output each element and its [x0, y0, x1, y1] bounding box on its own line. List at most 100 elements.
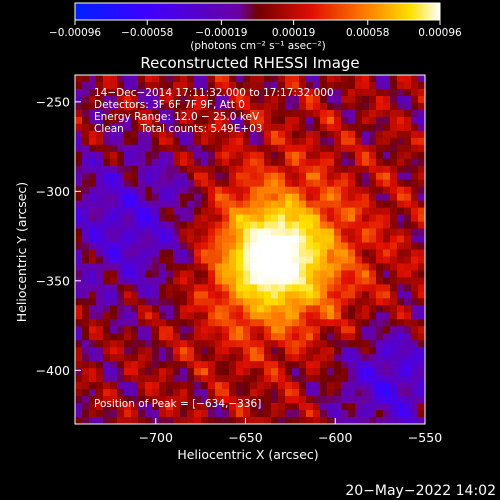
heatmap-cell	[166, 396, 174, 404]
heatmap-cell	[355, 200, 363, 209]
heatmap-cell	[334, 242, 342, 251]
heatmap-cell	[313, 263, 321, 272]
heatmap-cell	[292, 284, 300, 292]
heatmap-cell	[383, 88, 391, 97]
heatmap-cell	[292, 144, 300, 153]
heatmap-cell	[285, 396, 293, 404]
heatmap-cell	[264, 361, 272, 369]
heatmap-cell	[348, 417, 356, 424]
annotations: 14−Dec−2014 17:11:32.000 to 17:17:32.000…	[94, 87, 334, 410]
heatmap-cell	[145, 333, 153, 341]
heatmap-cell	[278, 249, 286, 258]
heatmap-cell	[383, 102, 391, 111]
heatmap-cell	[271, 347, 279, 355]
heatmap-cell	[362, 375, 370, 383]
heatmap-cell	[222, 193, 230, 202]
heatmap-cell	[264, 340, 272, 348]
heatmap-cell	[285, 333, 293, 341]
heatmap-cell	[194, 298, 202, 306]
heatmap-cell	[194, 340, 202, 348]
heatmap-cell	[397, 235, 405, 244]
heatmap-cell	[243, 375, 251, 383]
heatmap-cell	[103, 389, 111, 397]
heatmap-cell	[124, 284, 132, 292]
heatmap-cell	[306, 207, 314, 216]
heatmap-cell	[313, 368, 321, 376]
heatmap-cell	[264, 88, 272, 97]
heatmap-cell	[404, 340, 412, 348]
heatmap-cell	[110, 312, 118, 320]
heatmap-cell	[110, 249, 118, 258]
heatmap-cell	[117, 333, 125, 341]
heatmap-cell	[376, 319, 384, 327]
heatmap-cell	[243, 256, 251, 265]
heatmap-cell	[124, 249, 132, 258]
heatmap-cell	[103, 270, 111, 279]
heatmap-cell	[103, 417, 111, 424]
heatmap-cell	[222, 151, 230, 160]
heatmap-cell	[320, 403, 328, 411]
heatmap-cell	[278, 116, 286, 125]
heatmap-cell	[229, 179, 237, 188]
heatmap-cell	[404, 403, 412, 411]
heatmap-cell	[327, 417, 335, 424]
heatmap-cell	[208, 186, 216, 195]
heatmap-cell	[131, 305, 139, 313]
heatmap-cell	[131, 256, 139, 265]
heatmap-cell	[411, 396, 419, 404]
heatmap-cell	[257, 221, 265, 230]
heatmap-cell	[313, 326, 321, 334]
heatmap-cell	[159, 172, 167, 181]
heatmap-cell	[411, 144, 419, 153]
heatmap-cell	[285, 109, 293, 118]
heatmap-cell	[285, 417, 293, 424]
heatmap-cell	[327, 137, 335, 146]
heatmap-cell	[306, 270, 314, 279]
heatmap-cell	[117, 193, 125, 202]
heatmap-cell	[264, 354, 272, 362]
heatmap-cell	[383, 221, 391, 230]
heatmap-cell	[404, 242, 412, 251]
heatmap-cell	[215, 242, 223, 251]
heatmap-cell	[236, 319, 244, 327]
heatmap-cell	[138, 137, 146, 146]
heatmap-cell	[418, 137, 425, 146]
heatmap-cell	[180, 354, 188, 362]
heatmap-cell	[341, 102, 349, 111]
heatmap-cell	[96, 326, 104, 334]
heatmap-cell	[355, 249, 363, 258]
heatmap-cell	[313, 102, 321, 111]
heatmap-cell	[327, 326, 335, 334]
heatmap-cell	[278, 95, 286, 104]
heatmap-cell	[138, 228, 146, 237]
heatmap-cell	[243, 403, 251, 411]
heatmap-cell	[159, 158, 167, 167]
heatmap-cell	[180, 200, 188, 209]
heatmap-cell	[278, 81, 286, 90]
heatmap-cell	[299, 116, 307, 125]
heatmap-cell	[222, 137, 230, 146]
heatmap-cell	[341, 319, 349, 327]
heatmap-cell	[159, 123, 167, 132]
heatmap-cell	[166, 116, 174, 125]
heatmap-cell	[131, 158, 139, 167]
heatmap-cell	[194, 144, 202, 153]
heatmap-cell	[313, 354, 321, 362]
heatmap-cell	[194, 249, 202, 258]
heatmap-cell	[194, 417, 202, 424]
heatmap-cell	[306, 144, 314, 153]
heatmap-cell	[110, 319, 118, 327]
heatmap-cell	[159, 298, 167, 306]
heatmap-cell	[271, 368, 279, 376]
heatmap-cell	[257, 102, 265, 111]
heatmap-cell	[124, 417, 132, 424]
heatmap-cell	[250, 109, 258, 118]
heatmap-cell	[110, 207, 118, 216]
heatmap-cell	[243, 347, 251, 355]
heatmap-cell	[138, 200, 146, 209]
heatmap-cell	[152, 375, 160, 383]
heatmap-cell	[250, 158, 258, 167]
heatmap-cell	[173, 305, 181, 313]
heatmap-cell	[348, 186, 356, 195]
heatmap-cell	[362, 228, 370, 237]
